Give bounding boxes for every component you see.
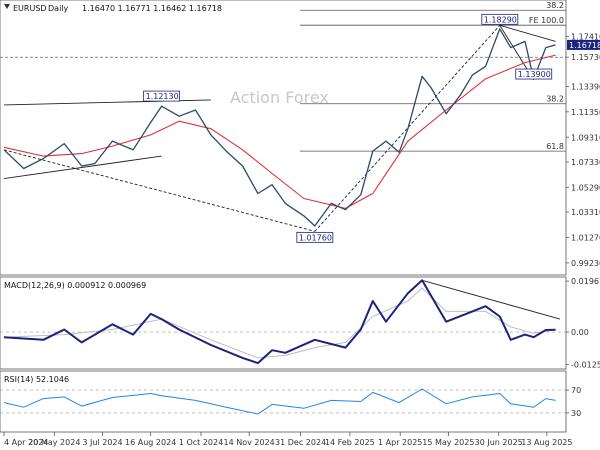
price-annotation-label: 1.18290 [484,15,517,24]
fib-label: 38.2 [546,95,564,104]
rsi-panel-frame [0,370,567,433]
ma-line [3,54,556,209]
price-annotation-box [143,90,181,102]
macd-trendline [421,279,561,320]
time-axis-tick-label: 3 Jul 2024 [82,438,122,447]
time-axis-tick-label: 14 Nov 2024 [224,438,275,447]
watermark-text: Action Forex [230,88,329,107]
last-price-tag-bg [567,39,600,50]
time-axis-tick-label: 30 Jun 2025 [475,438,523,447]
rsi-line [3,388,556,415]
time-axis-tick-label: 16 Aug 2024 [125,438,176,447]
macd-panel-title: MACD(12,26,9) 0.000912 0.000969 [4,281,146,290]
decline-trendline [3,149,315,232]
dropdown-triangle-icon[interactable] [4,4,10,9]
fib-label: 38.2 [546,1,564,10]
fib-label: 61.8 [546,142,564,151]
macd-axis-tick-label: 0.019679 [571,277,600,286]
price-annotation-box [296,231,334,243]
macd-axis-tick-label: -0.012552 [571,361,600,370]
price-axis-tick-label: 1.11350 [571,108,600,117]
rsi-axis-tick-label: 70 [571,386,581,395]
price-axis-tick-label: 1.07330 [571,158,600,167]
price-annotation-label: 1.12130 [146,92,179,101]
macd-panel-frame [0,276,567,370]
last-price-tag-label: 1.16718 [569,41,600,50]
triangle-upper-line [499,24,556,42]
time-axis-tick-label: 4 Apr 2024 [4,438,48,447]
time-axis-tick-label: 20 May 2024 [28,438,80,447]
time-axis-tick-label: 15 May 2025 [422,438,474,447]
lower-channel-line [3,155,162,179]
label-layer: 38.2 FE 100.0 38.2 61.8 1.17410 1.15730 1.1339… [4,1,600,447]
price-annotation-box [481,13,519,25]
price-annotation-box [515,68,553,80]
price-axis-tick-label: 1.09310 [571,133,600,142]
price-axis-tick-label: 1.03310 [571,208,600,217]
price-annotation-label: 1.01760 [299,233,332,242]
timeframe-label: Daily [48,4,69,13]
price-axis-tick-label: 1.13390 [571,82,600,91]
price-axis-tick-label: 1.17410 [571,32,600,41]
time-axis-tick-label: 13 Aug 2025 [521,438,572,447]
rsi-panel-title: RSI(14) 52.1046 [4,375,69,384]
price-axis-tick-label: 1.15730 [571,53,600,62]
rsi-axis-tick-label: 30 [571,409,581,418]
time-axis-tick-label: 1 Apr 2025 [378,438,422,447]
rally-trendline [314,25,501,232]
macd-signal-line [3,287,556,359]
price-axis-tick-label: 0.99230 [571,259,600,268]
macd-line [3,279,556,365]
time-axis-tick-label: 31 Dec 2024 [275,438,326,447]
fib-label: FE 100.0 [529,16,564,25]
price-axis-tick-label: 1.05290 [571,183,600,192]
ohlc-readout: 1.16470 1.16771 1.16462 1.16718 [82,4,222,13]
macd-axis-tick-label: 0.00 [571,328,589,337]
price-line [3,28,556,227]
symbol-label: EURUSD [13,4,47,13]
time-axis-tick-label: 1 Oct 2024 [179,438,223,447]
series-layer [3,28,556,415]
price-annotation-label: 1.13900 [518,70,551,79]
time-axis-tick-label: 14 Feb 2025 [325,438,375,447]
